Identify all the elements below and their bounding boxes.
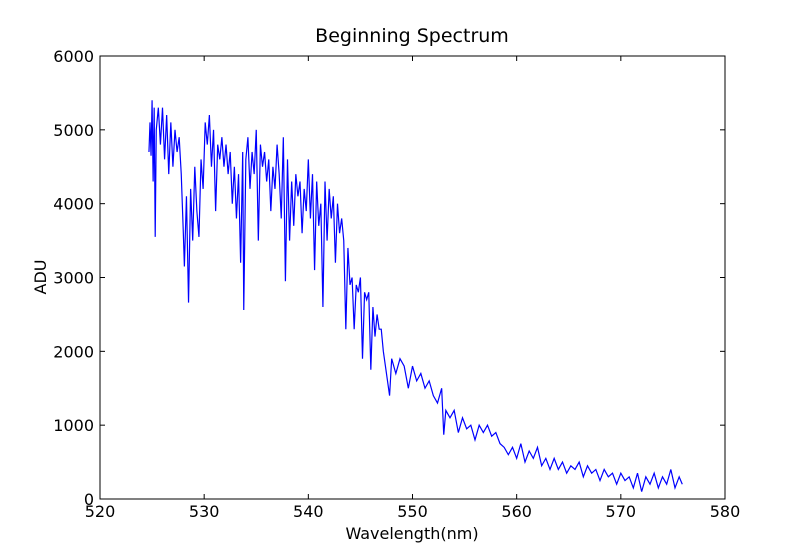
x-tick-label: 520 [85,502,116,521]
x-tick-label: 550 [397,502,428,521]
y-axis-label: ADU [31,260,50,295]
y-tick-label: 6000 [53,47,94,66]
x-tick-label: 570 [606,502,637,521]
y-tick-label: 1000 [53,416,94,435]
x-axis-label: Wavelength(nm) [345,524,478,543]
y-tick-label: 2000 [53,342,94,361]
y-tick-label: 3000 [53,269,94,288]
y-tick-label: 0 [84,490,94,509]
x-tick-label: 540 [293,502,324,521]
axes-frame [99,55,726,500]
x-tick-label: 530 [189,502,220,521]
y-tick-label: 4000 [53,195,94,214]
chart-title: Beginning Spectrum [315,25,509,47]
x-tick-label: 580 [710,502,741,521]
y-tick-label: 5000 [53,121,94,140]
x-tick-label: 560 [501,502,532,521]
spectrum-line [148,100,683,492]
plot-area [148,100,683,492]
